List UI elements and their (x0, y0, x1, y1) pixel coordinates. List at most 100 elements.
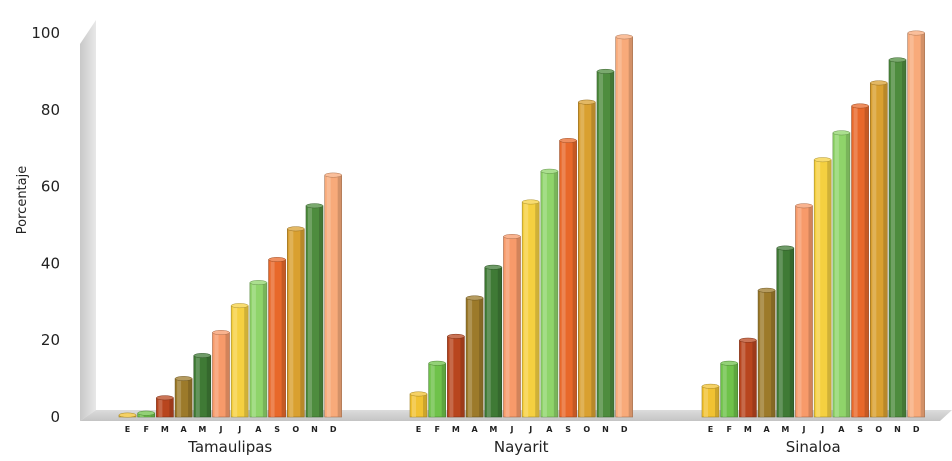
bar-shadow (883, 82, 888, 418)
bar-shadow (628, 36, 633, 418)
bar-shadow (300, 228, 305, 417)
bar-shadow (479, 297, 484, 417)
bar-highlight (289, 228, 294, 417)
bar (193, 353, 212, 418)
bar-highlight (561, 140, 566, 417)
y-tick-label: 20 (41, 331, 60, 349)
bar (720, 360, 739, 418)
bar-shadow (516, 236, 521, 417)
chart-side-wall (80, 20, 96, 421)
y-tick-label: 40 (41, 254, 60, 272)
bar (851, 103, 869, 418)
y-axis-title: Porcentaje (15, 166, 30, 234)
x-tick-label: F (143, 425, 148, 434)
bar (447, 333, 465, 418)
bar-highlight (872, 82, 877, 418)
y-tick-label: 60 (41, 178, 60, 196)
bar (305, 203, 324, 418)
bar-highlight (468, 297, 473, 417)
bar-top (324, 172, 342, 178)
bar-top (428, 360, 446, 366)
x-tick-label: F (726, 425, 731, 434)
y-tick-label: 80 (41, 101, 60, 119)
bar-highlight (308, 205, 312, 417)
bar-shadow (225, 332, 230, 417)
bar-shadow (808, 205, 813, 417)
bar-highlight (853, 105, 858, 418)
bar-group (118, 172, 343, 418)
bar (577, 99, 596, 418)
bar-shadow (281, 259, 286, 417)
bar (503, 234, 521, 418)
bar (465, 295, 484, 418)
bar (428, 360, 447, 418)
bar (174, 376, 193, 418)
bar (286, 226, 305, 418)
bar (869, 80, 888, 418)
bar (596, 68, 615, 418)
bar-highlight (760, 290, 765, 417)
bars (118, 30, 926, 418)
x-tick-label: M (198, 425, 206, 434)
bar-highlight (195, 355, 200, 417)
bar-highlight (909, 33, 914, 417)
x-tick-label: M (452, 425, 460, 434)
bar-shadow (319, 205, 323, 417)
bar-group (409, 34, 634, 418)
bar-shadow (423, 393, 427, 417)
x-tick-label: F (434, 425, 439, 434)
bar (156, 395, 174, 418)
bar-highlight (326, 175, 331, 417)
bar (813, 157, 832, 418)
x-tick-label: A (471, 425, 478, 434)
x-tick-label: J (237, 425, 241, 434)
bar-shadow (441, 363, 446, 417)
bar-top (907, 30, 925, 36)
bar (832, 130, 851, 418)
x-tick-label: A (763, 425, 770, 434)
bar-shadow (150, 413, 155, 417)
bar-shadow (610, 71, 614, 418)
bar-highlight (449, 336, 454, 417)
bar-top (720, 360, 738, 366)
bar-top (521, 199, 540, 205)
x-tick-label: M (781, 425, 789, 434)
bar-top (212, 330, 230, 335)
bar-shadow (902, 59, 906, 417)
bar-highlight (704, 386, 708, 417)
bar-top (578, 99, 596, 105)
bar-highlight (580, 102, 585, 418)
bar (212, 330, 230, 418)
bar-highlight (251, 282, 256, 417)
bar-highlight (834, 132, 839, 417)
bar-shadow (188, 378, 193, 417)
group-label: Tamaulipas (187, 438, 272, 456)
y-axis: 0 20 40 60 80 100 (31, 24, 60, 426)
bar-top (851, 103, 869, 109)
bar (409, 391, 428, 418)
bar-shadow (845, 132, 850, 417)
bar-shadow (715, 386, 719, 417)
bar (249, 280, 268, 418)
bar-top (193, 353, 212, 359)
bar (701, 383, 720, 418)
bar-highlight (177, 378, 182, 417)
bar-shadow (827, 159, 832, 417)
bar-top (249, 280, 268, 286)
bar-top (832, 130, 851, 136)
bar-top (795, 203, 813, 209)
bar-top (118, 412, 137, 418)
bar-highlight (486, 267, 491, 417)
x-tick-label: E (416, 425, 421, 434)
x-tick-label: M (161, 425, 169, 434)
bar (757, 287, 776, 418)
bar-highlight (617, 36, 622, 418)
x-tick-label: E (708, 425, 713, 434)
bar-top (888, 57, 907, 63)
y-tick-label: 0 (50, 408, 60, 426)
bar (776, 245, 795, 418)
x-tick-label: M (744, 425, 752, 434)
bar-highlight (599, 71, 603, 418)
bar-highlight (270, 259, 275, 417)
